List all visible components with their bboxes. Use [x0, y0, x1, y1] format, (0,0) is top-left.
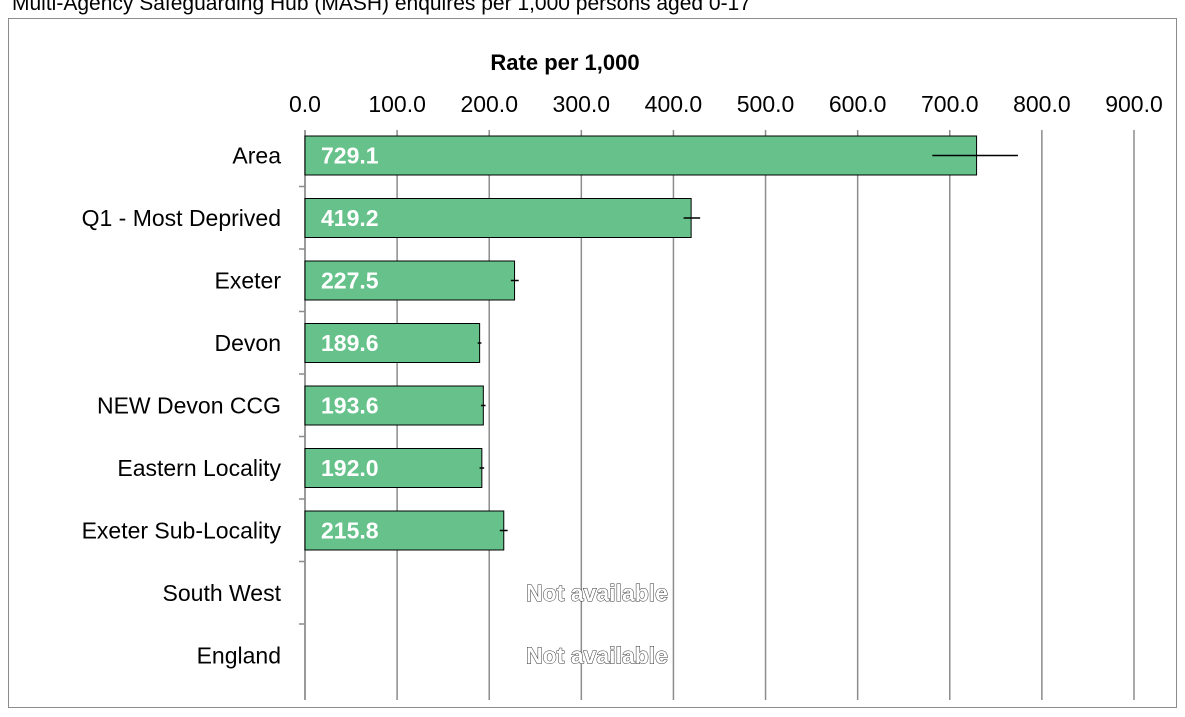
tick-label: 700.0	[921, 91, 979, 117]
data-label: 189.6	[321, 330, 379, 356]
tick-label: 600.0	[829, 91, 887, 117]
category-label: Q1 - Most Deprived	[82, 205, 281, 231]
category-label: Area	[232, 143, 281, 169]
category-label: England	[197, 643, 281, 669]
bar	[304, 510, 505, 551]
data-label: 419.2	[321, 205, 379, 231]
tick-label: 800.0	[1013, 91, 1071, 117]
category-label: Exeter	[215, 268, 282, 294]
tick-label: 200.0	[460, 91, 518, 117]
tick-label: 500.0	[737, 91, 795, 117]
bar	[304, 198, 692, 238]
tick-label: 400.0	[645, 91, 703, 117]
tick-label: 100.0	[368, 91, 426, 117]
bar	[304, 323, 481, 363]
bar	[304, 385, 484, 426]
tick-label: 300.0	[553, 91, 611, 117]
category-label: Devon	[215, 330, 281, 356]
tick-label: 0.0	[289, 91, 321, 117]
category-label: South West	[163, 580, 282, 606]
data-label: 192.0	[321, 455, 379, 481]
category-label: Exeter Sub-Locality	[82, 518, 282, 544]
chart-title: Multi-Agency Safeguarding Hub (MASH) enq…	[12, 0, 751, 15]
category-label: NEW Devon CCG	[97, 393, 281, 419]
not-available-label: Not available	[526, 643, 668, 669]
tick-label: 900.0	[1105, 91, 1163, 117]
category-label: Eastern Locality	[117, 455, 281, 481]
data-label: 215.8	[321, 518, 379, 544]
data-label: 227.5	[321, 268, 379, 294]
not-available-label: Not available	[526, 580, 668, 606]
bar	[304, 260, 516, 301]
data-label: 729.1	[321, 143, 379, 169]
data-label: 193.6	[321, 393, 379, 419]
chart-frame	[8, 18, 1177, 708]
x-axis-title: Rate per 1,000	[490, 50, 639, 75]
bar	[304, 135, 978, 176]
